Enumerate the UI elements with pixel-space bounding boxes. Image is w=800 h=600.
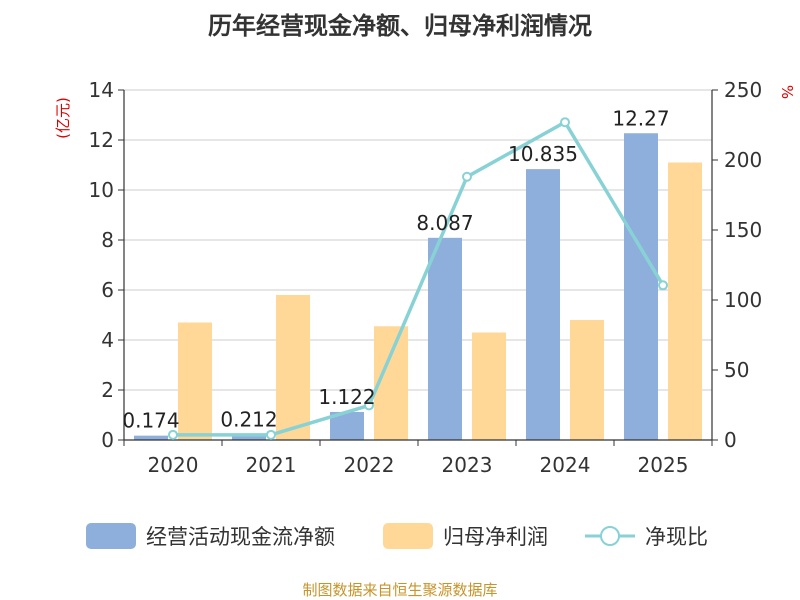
right-tick-label: 50	[724, 358, 749, 382]
bar-cash-flow[interactable]	[232, 434, 266, 440]
x-tick-label: 2024	[540, 453, 591, 477]
right-tick-label: 0	[724, 428, 737, 452]
right-tick-label: 200	[724, 148, 762, 172]
x-tick-label: 2021	[246, 453, 297, 477]
bar-data-label: 0.174	[122, 409, 179, 433]
bar-data-label: 10.835	[508, 142, 578, 166]
left-tick-label: 12	[89, 128, 114, 152]
ratio-point[interactable]	[560, 117, 570, 128]
ratio-point[interactable]	[266, 429, 276, 440]
bar-net-profit[interactable]	[668, 162, 702, 441]
source-note: 制图数据来自恒生聚源数据库	[302, 581, 497, 599]
legend-label-ratio[interactable]: 净现比	[645, 525, 708, 549]
left-tick-label: 8	[101, 228, 114, 252]
x-tick-label: 2020	[148, 453, 199, 477]
ratio-point[interactable]	[462, 171, 472, 182]
axes: 0 2 4 6 8 10 12 14 0 50 100 150 200 250 2020 2021 2022 20…	[89, 78, 763, 477]
bars	[134, 133, 702, 440]
left-tick-label: 4	[101, 328, 114, 352]
bar-data-label: 0.212	[220, 408, 277, 432]
bar-net-profit[interactable]	[570, 320, 604, 440]
legend-swatch-net-profit[interactable]	[383, 523, 433, 549]
left-tick-label: 0	[101, 428, 114, 452]
legend-label-net-profit[interactable]: 归母净利润	[443, 525, 548, 549]
bar-cash-flow[interactable]	[526, 169, 560, 440]
bar-net-profit[interactable]	[472, 332, 506, 441]
x-tick-label: 2023	[442, 453, 493, 477]
bar-data-label: 8.087	[416, 211, 473, 235]
bar-net-profit[interactable]	[178, 322, 212, 441]
ratio-line	[168, 117, 668, 440]
bar-cash-flow[interactable]	[134, 435, 168, 440]
ratio-line-path	[173, 120, 665, 437]
bar-data-label: 1.122	[318, 385, 375, 409]
chart-title: 历年经营现金净额、归母净利润情况	[208, 12, 592, 40]
ratio-point[interactable]	[364, 400, 374, 411]
right-tick-label: 150	[724, 218, 762, 242]
left-tick-label: 10	[89, 178, 114, 202]
legend: 经营活动现金流净额 归母净利润 净现比	[86, 523, 708, 549]
legend-swatch-ratio-marker[interactable]	[600, 526, 620, 546]
right-tick-label: 250	[724, 78, 762, 102]
gridlines	[124, 89, 712, 441]
x-tick-label: 2022	[344, 453, 395, 477]
legend-swatch-cash-flow[interactable]	[86, 523, 136, 549]
bar-cash-flow[interactable]	[428, 237, 462, 440]
right-axis-label: %	[778, 85, 796, 99]
bar-net-profit[interactable]	[276, 295, 310, 440]
legend-label-cash-flow[interactable]: 经营活动现金流净额	[146, 525, 335, 549]
ratio-point[interactable]	[168, 429, 178, 440]
bar-data-label: 12.27	[612, 106, 669, 130]
data-labels: 0.174 0.212 1.122 8.087 10.835 12.27	[122, 106, 669, 432]
left-tick-label: 2	[101, 378, 114, 402]
ratio-point[interactable]	[658, 280, 668, 291]
left-tick-label: 14	[89, 78, 114, 102]
left-tick-label: 6	[101, 278, 114, 302]
bar-cash-flow[interactable]	[624, 133, 658, 440]
left-axis-label: (亿元)	[54, 97, 72, 139]
right-tick-label: 100	[724, 288, 762, 312]
x-tick-label: 2025	[638, 453, 689, 477]
